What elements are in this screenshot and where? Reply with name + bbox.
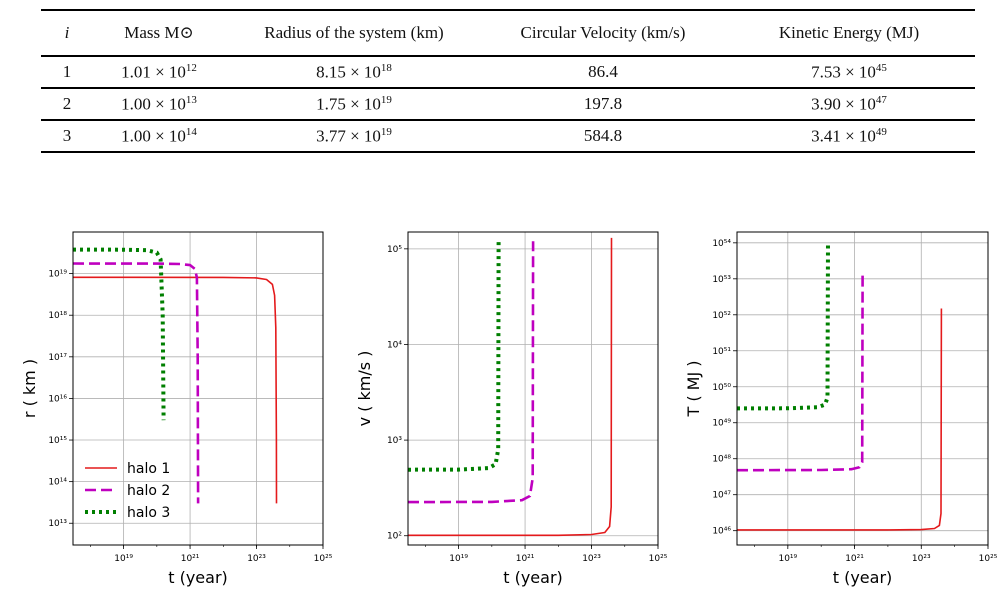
table-row: 2 1.00 × 1013 1.75 × 1019 197.8 3.90 × 1…	[41, 88, 975, 121]
cell-mass: 1.00 × 1014	[93, 120, 225, 153]
x-tick-label: 10¹⁹	[449, 554, 468, 564]
series-line-halo-2	[72, 262, 200, 504]
y-tick-label: 10¹⁷	[48, 353, 67, 363]
cell-energy: 3.41 × 1049	[723, 120, 975, 153]
x-tick-label: 10²³	[247, 554, 266, 564]
y-tick-label: 10¹⁹	[48, 270, 67, 280]
plot-frame	[736, 231, 989, 546]
x-axis-label: t (year)	[833, 568, 893, 587]
x-tick-label: 10²³	[912, 554, 931, 564]
legend-label: halo 1	[127, 461, 170, 477]
halo-properties-table: i Mass M⊙ Radius of the system (km) Circ…	[41, 9, 975, 153]
table-row: 3 1.00 × 1014 3.77 × 1019 584.8 3.41 × 1…	[41, 120, 975, 153]
y-tick-label: 10¹⁵	[48, 436, 67, 446]
legend-label: halo 3	[127, 505, 170, 521]
col-header-velocity: Circular Velocity (km/s)	[483, 9, 723, 57]
y-tick-label: 10⁴⁸	[712, 455, 731, 465]
cell-energy: 3.90 × 1047	[723, 88, 975, 121]
series-line-halo-2	[736, 272, 864, 472]
col-header-mass: Mass M⊙	[93, 9, 225, 57]
y-tick-label: 10⁴⁷	[712, 491, 731, 501]
series-line-halo-1	[737, 308, 943, 531]
y-tick-label: 10³	[387, 436, 402, 446]
y-tick-label: 10⁴	[387, 340, 402, 350]
y-tick-label: 10¹³	[48, 519, 67, 529]
table-row: 1 1.01 × 1012 8.15 × 1018 86.4 7.53 × 10…	[41, 56, 975, 89]
x-tick-label: 10²⁵	[649, 554, 668, 564]
y-tick-label: 10⁵⁴	[712, 239, 731, 249]
x-tick-label: 10¹⁹	[778, 554, 797, 564]
cell-mass: 1.01 × 1012	[93, 56, 225, 89]
y-tick-label: 10²	[387, 532, 402, 542]
cell-radius: 1.75 × 1019	[225, 88, 483, 121]
y-tick-label: 10⁴⁹	[712, 419, 731, 429]
y-tick-label: 10¹⁶	[48, 394, 67, 404]
y-tick-label: 10¹⁴	[48, 478, 67, 488]
series-line-halo-3	[407, 241, 501, 472]
x-tick-label: 10²⁵	[979, 554, 998, 564]
cell-i: 3	[41, 120, 93, 153]
y-tick-label: 10⁵³	[712, 275, 731, 285]
y-tick-label: 10⁵	[387, 245, 402, 255]
x-axis-label: t (year)	[503, 568, 563, 587]
series-line-halo-2	[407, 241, 535, 504]
velocity-vs-time-plot: 10¹⁹ 10²¹ 10²³ 10²⁵ 10² 10³ 10⁴ 10⁵ t (year) v ( …	[334, 220, 674, 589]
plot-frame	[72, 231, 324, 546]
cell-velocity: 86.4	[483, 56, 723, 89]
y-tick-label: 10⁵²	[712, 311, 731, 321]
energy-vs-time-svg: 10¹⁹ 10²¹ 10²³ 10²⁵ 10⁴⁶ 10⁴⁷ 10⁴⁸ 10⁴⁹ 10⁵⁰ 10⁵¹…	[684, 231, 998, 587]
series-line-halo-1	[72, 276, 278, 504]
x-tick-label: 10²³	[582, 554, 601, 564]
x-tick-label: 10²¹	[181, 554, 200, 564]
radius-vs-time-svg: 10¹⁹ 10²¹ 10²³ 10²⁵ 10¹³ 10¹⁴ 10¹⁵ 10¹⁶ 10¹⁷ 10¹⁸…	[20, 231, 333, 587]
y-tick-label: 10⁵⁰	[712, 383, 731, 393]
y-axis-label: T ( MJ )	[684, 360, 703, 417]
cell-velocity: 197.8	[483, 88, 723, 121]
radius-vs-time-plot: 10¹⁹ 10²¹ 10²³ 10²⁵ 10¹³ 10¹⁴ 10¹⁵ 10¹⁶ 10¹⁷ 10¹⁸…	[0, 220, 340, 589]
x-tick-label: 10²¹	[845, 554, 864, 564]
x-tick-label: 10²⁵	[314, 554, 333, 564]
series-line-halo-1	[408, 237, 613, 537]
cell-energy: 7.53 × 1045	[723, 56, 975, 89]
velocity-vs-time-svg: 10¹⁹ 10²¹ 10²³ 10²⁵ 10² 10³ 10⁴ 10⁵ t (year) v ( …	[355, 231, 668, 587]
x-tick-label: 10¹⁹	[114, 554, 133, 564]
y-tick-label: 10⁴⁶	[712, 527, 731, 537]
cell-radius: 3.77 × 1019	[225, 120, 483, 153]
col-header-i: i	[41, 9, 93, 57]
cell-mass: 1.00 × 1013	[93, 88, 225, 121]
series-line-halo-3	[736, 242, 830, 411]
x-axis-label: t (year)	[168, 568, 228, 587]
col-header-energy: Kinetic Energy (MJ)	[723, 9, 975, 57]
series-line-halo-3	[72, 247, 166, 421]
energy-vs-time-plot: 10¹⁹ 10²¹ 10²³ 10²⁵ 10⁴⁶ 10⁴⁷ 10⁴⁸ 10⁴⁹ 10⁵⁰ 10⁵¹…	[668, 220, 1008, 589]
plot-frame	[407, 231, 659, 546]
y-tick-label: 10⁵¹	[712, 347, 731, 357]
y-axis-label: r ( km )	[20, 359, 39, 418]
x-tick-label: 10²¹	[516, 554, 535, 564]
y-axis-label: v ( km/s )	[355, 351, 374, 427]
cell-i: 2	[41, 88, 93, 121]
col-header-radius: Radius of the system (km)	[225, 9, 483, 57]
legend-label: halo 2	[127, 483, 170, 499]
cell-radius: 8.15 × 1018	[225, 56, 483, 89]
table-header-row: i Mass M⊙ Radius of the system (km) Circ…	[41, 9, 975, 57]
cell-velocity: 584.8	[483, 120, 723, 153]
y-tick-label: 10¹⁸	[48, 311, 67, 321]
cell-i: 1	[41, 56, 93, 89]
